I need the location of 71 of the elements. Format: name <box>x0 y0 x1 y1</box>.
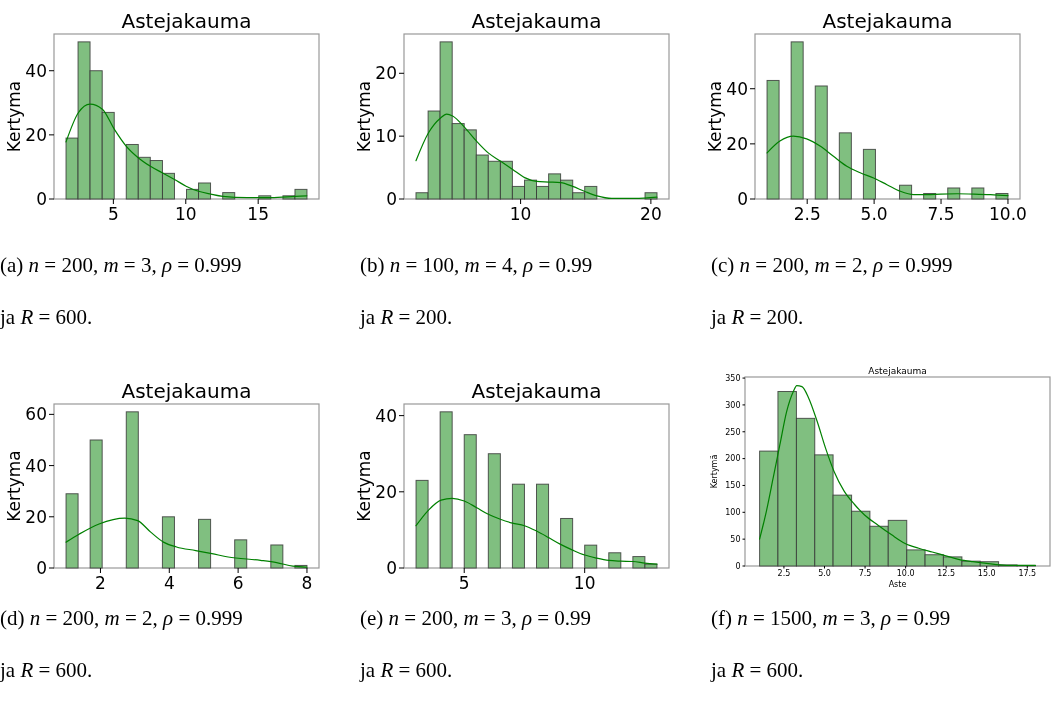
y-tick-label: 300 <box>725 400 741 410</box>
x-tick-label: 10.0 <box>896 569 915 579</box>
x-tick-label: 5 <box>458 573 470 594</box>
chart-title: Astejakauma <box>868 366 927 377</box>
y-tick-label: 40 <box>375 405 397 426</box>
y-tick-label: 150 <box>725 481 741 491</box>
x-tick-label: 15.0 <box>977 569 996 579</box>
y-axis-title: Kertyma <box>354 80 374 153</box>
y-tick-label: 10 <box>375 126 397 147</box>
text: (c) n = 200, m = 2, ρ = 0.999 <box>711 253 953 277</box>
y-axis-title: Kertymä <box>710 454 719 489</box>
text: ja R = 600. <box>710 658 804 682</box>
x-tick-label: 10 <box>573 573 596 594</box>
x-tick-label: 7.5 <box>858 569 872 579</box>
chart-title: Astejakauma <box>121 9 252 33</box>
y-tick-label: 20 <box>375 481 397 502</box>
y-tick-label: 60 <box>25 404 47 425</box>
y-tick-label: 20 <box>375 63 397 84</box>
y-axis-title: Kertyma <box>4 450 24 522</box>
text: (f) n = 1500, m = 3, ρ = 0.99 <box>711 606 951 630</box>
x-tick-label: 20 <box>640 204 662 225</box>
text: (a) n = 200, m = 3, ρ = 0.999 <box>0 253 242 277</box>
y-tick-label: 350 <box>725 373 741 383</box>
y-axis-title: Kertyma <box>4 80 24 153</box>
y-tick-label: 20 <box>726 133 748 154</box>
x-tick-label: 15 <box>247 204 269 225</box>
chart-title: Astejakauma <box>822 9 953 33</box>
y-tick-label: 0 <box>36 557 47 578</box>
y-axis-title: Kertyma <box>354 450 374 522</box>
x-tick-label: 2 <box>95 573 106 594</box>
chart-title: Astejakauma <box>121 379 252 403</box>
x-tick-label: 10 <box>174 204 197 225</box>
y-tick-label: 0 <box>36 188 47 209</box>
y-tick-label: 50 <box>730 534 741 544</box>
x-tick-label: 12.5 <box>937 569 956 579</box>
x-tick-label: 5.0 <box>818 569 831 579</box>
y-tick-label: 20 <box>25 124 47 145</box>
chart-title: Astejakauma <box>471 9 602 33</box>
y-tick-label: 0 <box>386 188 397 209</box>
x-tick-label: 5.0 <box>860 204 888 225</box>
x-tick-label: 2.5 <box>793 204 821 225</box>
x-tick-label: 2.5 <box>777 569 791 579</box>
y-axis-title: Kertyma <box>705 80 725 153</box>
text: ja R = 600. <box>0 305 93 329</box>
text: (b) n = 100, m = 4, ρ = 0.99 <box>360 253 593 277</box>
y-tick-label: 40 <box>726 78 748 99</box>
text: (e) n = 200, m = 3, ρ = 0.99 <box>360 606 592 630</box>
x-tick-label: 7.5 <box>927 204 955 225</box>
x-tick-label: 4 <box>163 573 175 594</box>
x-tick-label: 17.5 <box>1018 569 1037 579</box>
y-tick-label: 200 <box>725 454 741 464</box>
y-tick-label: 250 <box>725 427 741 437</box>
y-tick-label: 0 <box>735 561 741 571</box>
y-tick-label: 40 <box>25 455 47 476</box>
text: ja R = 600. <box>0 658 93 682</box>
y-tick-label: 100 <box>725 508 741 518</box>
y-tick-label: 40 <box>25 60 47 81</box>
text: ja R = 600. <box>359 658 453 682</box>
x-tick-label: 5 <box>107 204 119 225</box>
x-tick-label: 10.0 <box>989 204 1027 225</box>
chart-title: Astejakauma <box>471 379 602 403</box>
x-tick-label: 10 <box>509 204 532 225</box>
x-axis-title: Aste <box>888 579 907 589</box>
x-tick-label: 6 <box>232 573 244 594</box>
text: ja R = 200. <box>710 305 804 329</box>
x-tick-label: 8 <box>301 573 313 594</box>
y-tick-label: 0 <box>737 188 748 209</box>
text: (d) n = 200, m = 2, ρ = 0.999 <box>0 606 243 630</box>
y-tick-label: 0 <box>386 557 397 578</box>
y-tick-label: 20 <box>25 506 47 527</box>
text: ja R = 200. <box>359 305 453 329</box>
